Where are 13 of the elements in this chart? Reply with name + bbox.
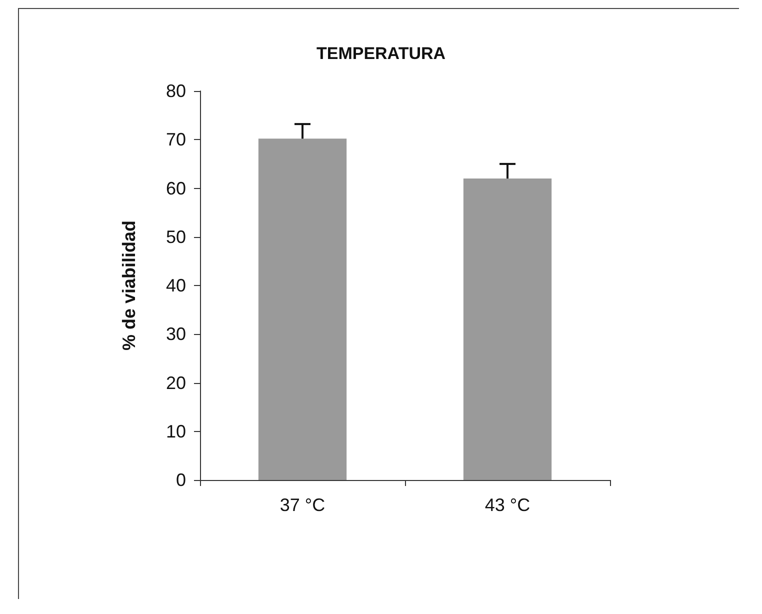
y-tick-label: 10: [166, 421, 186, 442]
y-tick-label: 50: [166, 226, 186, 247]
y-tick-label: 0: [176, 470, 186, 490]
y-axis-title: % de viabilidad: [119, 220, 139, 351]
chart-title: TEMPERATURA: [316, 44, 446, 63]
y-tick-label: 70: [166, 130, 186, 150]
y-tick-label: 80: [166, 81, 186, 101]
y-tick-label: 20: [166, 372, 186, 393]
x-tick-label: 37 °C: [280, 495, 326, 515]
y-tick-label: 60: [166, 178, 186, 198]
y-tick-label: 30: [166, 324, 186, 344]
x-tick-label: 43 °C: [484, 495, 530, 515]
y-tick-label: 40: [166, 276, 186, 296]
